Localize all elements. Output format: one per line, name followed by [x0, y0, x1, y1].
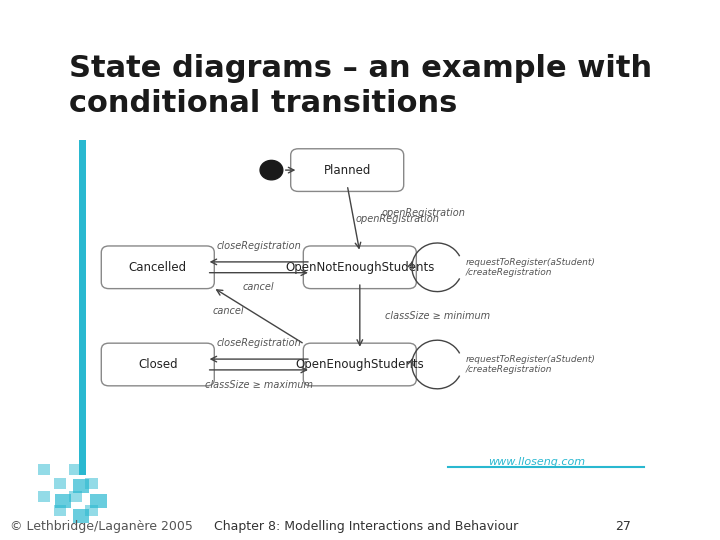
Text: OpenEnoughStudents: OpenEnoughStudents: [295, 358, 424, 371]
FancyBboxPatch shape: [291, 148, 404, 191]
FancyBboxPatch shape: [69, 491, 82, 502]
Text: Chapter 8: Modelling Interactions and Behaviour: Chapter 8: Modelling Interactions and Be…: [214, 520, 518, 533]
Text: requestToRegister(aStudent)
/createRegistration: requestToRegister(aStudent) /createRegis…: [466, 258, 595, 277]
Text: © Lethbridge/Laganère 2005: © Lethbridge/Laganère 2005: [9, 520, 192, 533]
Text: cancel: cancel: [243, 282, 274, 293]
FancyBboxPatch shape: [102, 343, 215, 386]
FancyBboxPatch shape: [85, 505, 98, 516]
FancyBboxPatch shape: [303, 246, 416, 288]
Text: closeRegistration: closeRegistration: [217, 338, 301, 348]
Text: www.lloseng.com: www.lloseng.com: [488, 457, 585, 467]
Circle shape: [260, 160, 283, 180]
FancyBboxPatch shape: [102, 246, 215, 288]
Text: openRegistration: openRegistration: [382, 208, 466, 218]
Text: closeRegistration: closeRegistration: [217, 241, 301, 251]
FancyBboxPatch shape: [303, 343, 416, 386]
FancyBboxPatch shape: [85, 478, 98, 489]
Text: Closed: Closed: [138, 358, 178, 371]
FancyBboxPatch shape: [73, 509, 89, 523]
FancyBboxPatch shape: [53, 478, 66, 489]
Text: Cancelled: Cancelled: [129, 261, 187, 274]
FancyBboxPatch shape: [73, 479, 89, 493]
Text: openRegistration: openRegistration: [356, 214, 440, 224]
Text: State diagrams – an example with
conditional transitions: State diagrams – an example with conditi…: [69, 54, 652, 118]
Text: requestToRegister(aStudent)
/createRegistration: requestToRegister(aStudent) /createRegis…: [466, 355, 595, 374]
FancyBboxPatch shape: [38, 464, 50, 475]
Text: classSize ≥ minimum: classSize ≥ minimum: [385, 311, 490, 321]
FancyBboxPatch shape: [38, 491, 50, 502]
Text: classSize ≥ maximum: classSize ≥ maximum: [204, 380, 312, 390]
Text: cancel: cancel: [212, 306, 244, 315]
FancyBboxPatch shape: [53, 505, 66, 516]
FancyBboxPatch shape: [69, 464, 82, 475]
Text: Planned: Planned: [323, 164, 371, 177]
FancyBboxPatch shape: [90, 494, 107, 508]
FancyBboxPatch shape: [55, 494, 71, 508]
Text: 27: 27: [616, 520, 631, 533]
Text: OpenNotEnoughStudents: OpenNotEnoughStudents: [285, 261, 434, 274]
FancyBboxPatch shape: [79, 140, 86, 475]
